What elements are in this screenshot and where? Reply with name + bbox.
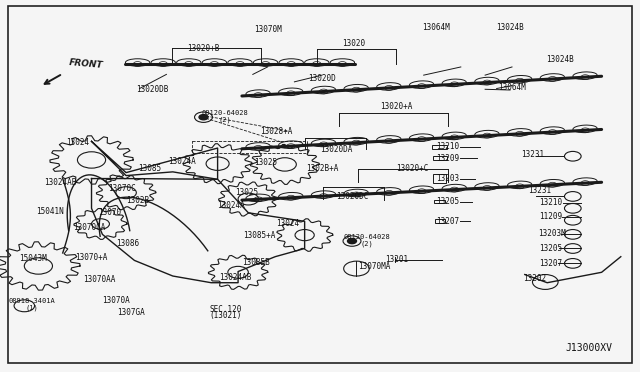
Text: SEC.120: SEC.120 <box>210 305 242 314</box>
Text: 13020DA: 13020DA <box>320 145 352 154</box>
Text: 13024: 13024 <box>276 219 300 228</box>
Text: 15043M: 15043M <box>19 254 47 263</box>
Text: 13024B: 13024B <box>496 23 524 32</box>
Text: 13025: 13025 <box>254 158 277 167</box>
Text: 13205: 13205 <box>539 244 562 253</box>
Circle shape <box>199 115 208 120</box>
Text: 08120-64028: 08120-64028 <box>344 234 391 240</box>
Text: 13024A: 13024A <box>217 201 245 210</box>
Bar <box>434 200 445 203</box>
Text: 13070AA: 13070AA <box>83 275 115 284</box>
Text: 08918-3401A: 08918-3401A <box>8 298 56 304</box>
Text: 1302B: 1302B <box>126 196 149 205</box>
Text: (1): (1) <box>26 304 38 311</box>
Text: 13085: 13085 <box>138 164 161 173</box>
Bar <box>432 145 447 149</box>
Circle shape <box>348 238 356 244</box>
Text: 13070+A: 13070+A <box>75 253 107 262</box>
Text: 13020+A: 13020+A <box>381 102 413 110</box>
Text: 13024A: 13024A <box>168 157 196 166</box>
Text: 13070M: 13070M <box>253 25 282 34</box>
Text: 08120-64028: 08120-64028 <box>202 110 249 116</box>
Text: 13210: 13210 <box>436 142 460 151</box>
Text: 13070A: 13070A <box>102 296 131 305</box>
Text: 13205: 13205 <box>436 197 460 206</box>
Text: 13028+A: 13028+A <box>260 127 292 136</box>
Bar <box>435 219 445 223</box>
Text: 13070C: 13070C <box>108 185 136 193</box>
Text: 13024B: 13024B <box>546 55 574 64</box>
Text: 13020D: 13020D <box>308 74 336 83</box>
Text: 13231: 13231 <box>522 150 545 159</box>
Text: FRONT: FRONT <box>68 58 104 70</box>
Bar <box>433 174 446 183</box>
Text: 13085+A: 13085+A <box>243 231 275 240</box>
Text: 13201: 13201 <box>385 255 408 264</box>
Text: 13207: 13207 <box>539 259 562 268</box>
Text: J13000XV: J13000XV <box>565 343 612 353</box>
Text: 13020DB: 13020DB <box>136 85 168 94</box>
Text: 13020+B: 13020+B <box>188 44 220 53</box>
Text: 13209: 13209 <box>436 154 460 163</box>
Text: 15041N: 15041N <box>36 207 64 216</box>
Text: 13064M: 13064M <box>498 83 526 92</box>
Text: (13021): (13021) <box>210 311 242 320</box>
Text: 13086: 13086 <box>116 239 140 248</box>
Text: 13231: 13231 <box>528 186 551 195</box>
Text: 13020+C: 13020+C <box>397 164 429 173</box>
Text: 1307GA: 1307GA <box>117 308 145 317</box>
Text: (2): (2) <box>361 240 374 247</box>
Text: 13024AB: 13024AB <box>45 178 77 187</box>
Text: (2): (2) <box>219 116 232 123</box>
Text: 1302B+A: 1302B+A <box>306 164 338 173</box>
Text: 13203M: 13203M <box>538 229 566 238</box>
Text: 13202: 13202 <box>523 274 546 283</box>
Text: 11209: 11209 <box>539 212 562 221</box>
Text: 13203: 13203 <box>436 174 460 183</box>
Text: 13024AB: 13024AB <box>220 273 252 282</box>
Text: 13085B: 13085B <box>242 258 270 267</box>
Bar <box>433 156 447 160</box>
Text: 13064M: 13064M <box>422 23 451 32</box>
Text: 13207: 13207 <box>436 217 460 226</box>
Text: 13070CA: 13070CA <box>74 223 106 232</box>
Text: 13025: 13025 <box>235 188 258 197</box>
Text: 13070MA: 13070MA <box>358 262 390 271</box>
Text: 13070: 13070 <box>99 208 122 217</box>
Text: 13024: 13024 <box>67 138 90 147</box>
Text: 13020: 13020 <box>342 39 365 48</box>
Text: 13210: 13210 <box>539 198 562 207</box>
Text: 13020DC: 13020DC <box>337 192 369 201</box>
